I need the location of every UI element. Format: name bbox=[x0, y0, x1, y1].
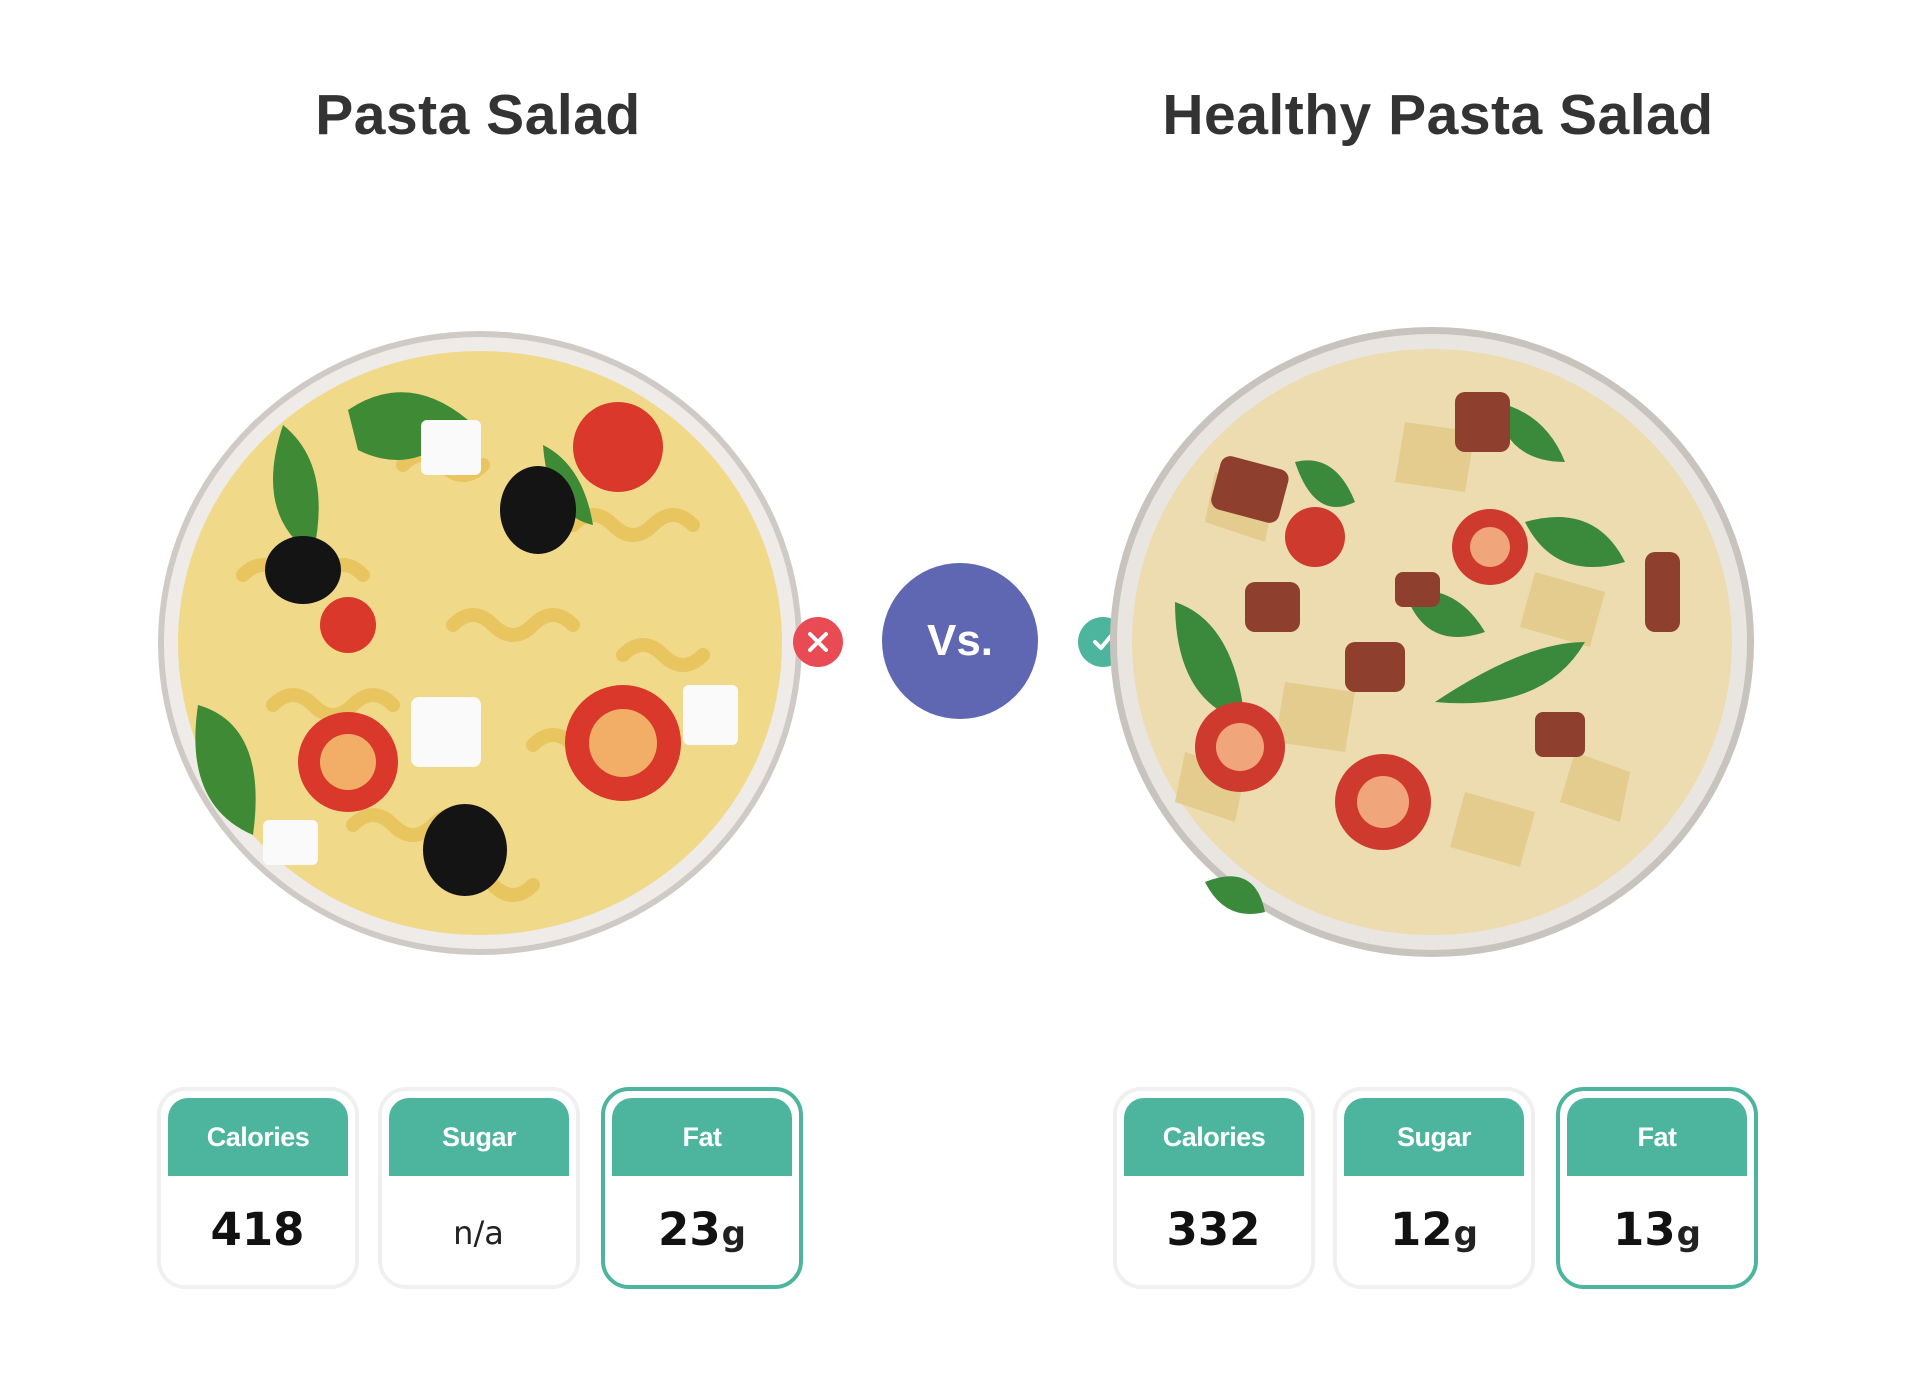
pasta-salad-title: Pasta Salad bbox=[315, 83, 641, 147]
nutrient-value: 23g bbox=[658, 1203, 746, 1256]
nutrient-value: 418 bbox=[210, 1203, 305, 1256]
nutrient-label: Calories bbox=[168, 1098, 348, 1176]
nutrient-value: n/a bbox=[453, 1214, 504, 1252]
nutrient-card-fat: Fat 23g bbox=[601, 1087, 803, 1289]
nutrient-card-fat: Fat 13g bbox=[1556, 1087, 1758, 1289]
nutrient-label: Sugar bbox=[1344, 1098, 1524, 1176]
nutrient-label: Fat bbox=[1567, 1098, 1747, 1176]
nutrient-card-sugar: Sugar 12g bbox=[1333, 1087, 1535, 1289]
nutrient-value: 332 bbox=[1166, 1203, 1261, 1256]
nutrient-label: Sugar bbox=[389, 1098, 569, 1176]
not-recommended-icon bbox=[793, 617, 843, 667]
nutrient-card-sugar: Sugar n/a bbox=[378, 1087, 580, 1289]
nutrient-value: 12g bbox=[1390, 1203, 1478, 1256]
vs-badge: Vs. bbox=[882, 563, 1038, 719]
nutrient-value: 13g bbox=[1613, 1203, 1701, 1256]
pasta-salad-image bbox=[153, 325, 808, 960]
healthy-pasta-salad-image bbox=[1105, 322, 1760, 962]
healthy-pasta-salad-title: Healthy Pasta Salad bbox=[1162, 83, 1714, 147]
nutrient-label: Calories bbox=[1124, 1098, 1304, 1176]
nutrient-card-calories: Calories 418 bbox=[157, 1087, 359, 1289]
nutrient-card-calories: Calories 332 bbox=[1113, 1087, 1315, 1289]
nutrient-label: Fat bbox=[612, 1098, 792, 1176]
